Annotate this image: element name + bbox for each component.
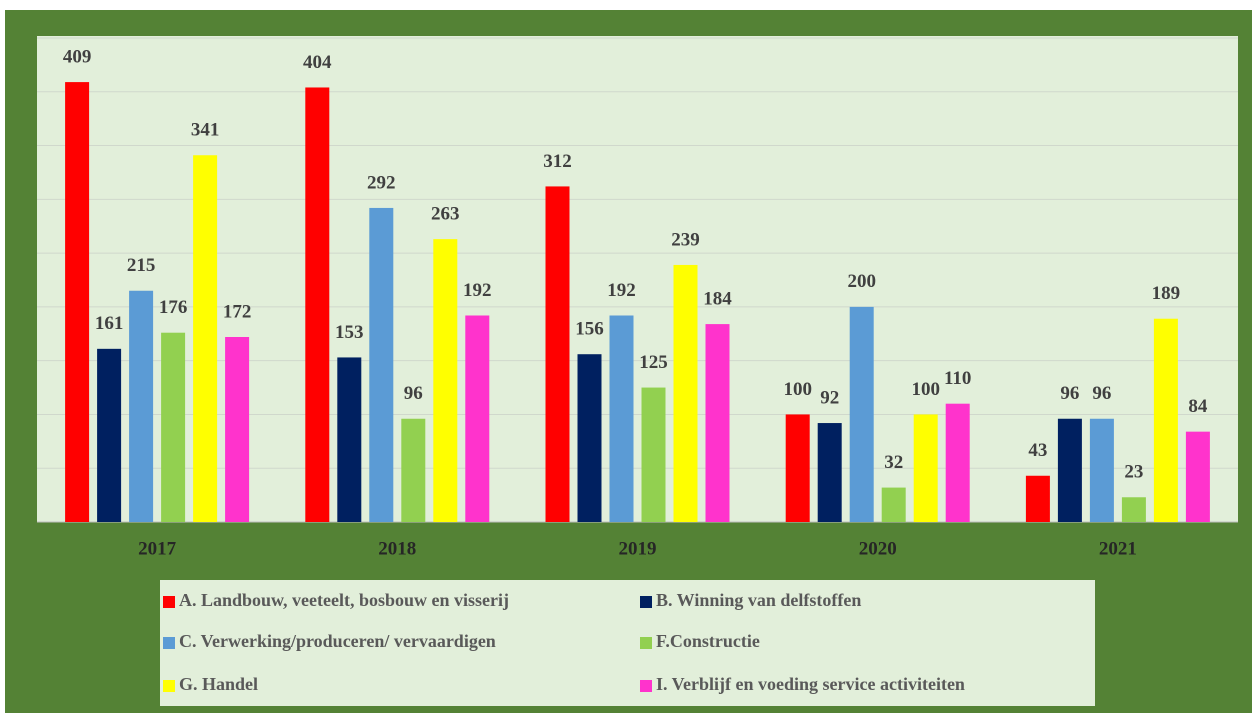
bar	[401, 418, 426, 522]
bar	[433, 239, 458, 522]
data-label: 184	[703, 288, 732, 309]
data-label: 84	[1188, 396, 1208, 417]
data-label: 215	[127, 255, 156, 276]
x-tick-label: 2021	[1099, 538, 1137, 559]
legend-box	[160, 580, 1095, 706]
data-label: 100	[911, 379, 940, 400]
data-label: 153	[335, 322, 364, 343]
data-label: 156	[575, 319, 604, 340]
bar	[1025, 475, 1050, 522]
legend-label: B. Winning van delfstoffen	[656, 590, 861, 610]
legend-swatch	[163, 680, 175, 692]
data-label: 263	[431, 203, 460, 224]
x-tick-label: 2017	[138, 538, 177, 559]
bar	[673, 264, 698, 522]
bar	[1089, 418, 1114, 522]
bar	[785, 414, 810, 522]
legend-swatch	[640, 680, 652, 692]
data-label: 292	[367, 172, 396, 193]
bar	[225, 337, 250, 522]
bar	[705, 324, 730, 522]
bar	[609, 315, 634, 522]
bar	[129, 290, 154, 522]
data-label: 172	[223, 301, 252, 322]
bar	[849, 306, 874, 522]
data-label: 161	[95, 313, 124, 334]
bar	[193, 155, 218, 523]
data-label: 125	[639, 352, 668, 373]
legend-swatch	[640, 637, 652, 649]
data-label: 200	[847, 271, 876, 292]
data-label: 96	[1060, 383, 1079, 404]
data-label: 409	[63, 46, 92, 67]
bar	[97, 348, 122, 522]
x-tick-label: 2019	[619, 538, 657, 559]
bar	[641, 387, 666, 522]
data-label: 341	[191, 120, 220, 141]
bar	[305, 87, 330, 522]
legend-label: F.Constructie	[656, 631, 760, 651]
data-label: 312	[543, 151, 572, 172]
legend-label: C. Verwerking/produceren/ vervaardigen	[179, 631, 496, 651]
data-label: 239	[671, 229, 700, 250]
bar	[161, 332, 186, 522]
data-label: 176	[159, 297, 188, 318]
data-label: 100	[783, 379, 812, 400]
data-label: 92	[820, 387, 839, 408]
legend-label: G. Handel	[179, 674, 258, 694]
bar	[577, 354, 602, 522]
legend-swatch	[163, 596, 175, 608]
legend-swatch	[163, 637, 175, 649]
data-label: 404	[303, 52, 332, 73]
bar	[945, 403, 970, 522]
bar	[881, 487, 906, 522]
bar	[1121, 497, 1146, 522]
data-label: 192	[463, 280, 492, 301]
plot-area	[37, 36, 1238, 522]
bar	[337, 357, 362, 522]
bar	[545, 186, 570, 522]
bar	[465, 315, 490, 522]
bar	[65, 82, 90, 522]
bar	[369, 207, 394, 522]
data-label: 192	[607, 280, 636, 301]
data-label: 43	[1028, 440, 1047, 461]
data-label: 110	[944, 368, 971, 389]
x-tick-label: 2020	[859, 538, 897, 559]
bar	[913, 414, 938, 522]
bar	[817, 423, 842, 522]
bar	[1185, 431, 1210, 522]
legend-label: I. Verblijf en voeding service activitei…	[656, 674, 965, 694]
data-label: 96	[404, 383, 423, 404]
bar	[1057, 418, 1082, 522]
x-tick-label: 2018	[378, 538, 416, 559]
data-label: 23	[1124, 462, 1143, 483]
legend-label: A. Landbouw, veeteelt, bosbouw en visser…	[179, 590, 509, 610]
data-label: 32	[884, 452, 903, 473]
data-label: 189	[1152, 283, 1181, 304]
data-label: 96	[1092, 383, 1111, 404]
bar	[1153, 318, 1178, 522]
legend-swatch	[640, 596, 652, 608]
